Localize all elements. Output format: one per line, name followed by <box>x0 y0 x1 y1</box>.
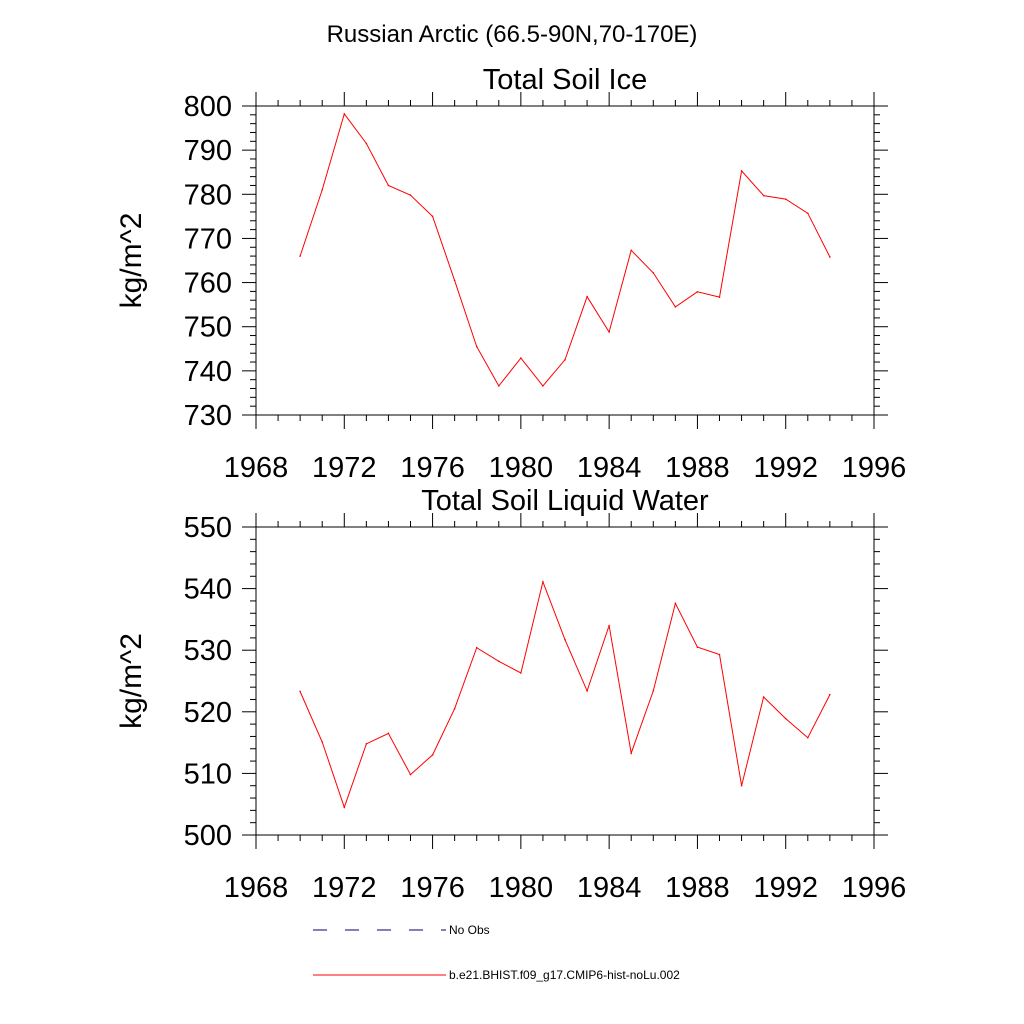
chart-1-data-point <box>564 359 566 361</box>
chart-1-data-point <box>453 279 456 282</box>
chart-2-data-point <box>409 773 412 776</box>
chart-1-xtick-label: 1984 <box>577 452 642 484</box>
chart-1-data-point <box>674 306 677 308</box>
legend-label-2: b.e21.BHIST.f09_g17.CMIP6-hist-noLu.002 <box>449 968 680 982</box>
chart-2-data-point <box>696 646 699 648</box>
chart-1-data-point <box>431 215 434 218</box>
chart-1-data-point <box>806 212 809 215</box>
chart-2-data-point <box>784 717 787 720</box>
chart-1-data-point <box>608 331 610 333</box>
chart-2-data-point <box>497 660 500 663</box>
chart-2-data-point <box>343 806 346 809</box>
chart-2-data-point <box>365 743 368 745</box>
chart-1-xtick-label: 1976 <box>400 452 465 484</box>
chart-1-xtick-label: 1968 <box>224 452 289 484</box>
chart-1-data-point <box>321 189 324 191</box>
chart-2-xtick-label: 1980 <box>489 872 554 904</box>
chart-2-data-point <box>453 707 456 710</box>
chart-2-data-point <box>718 653 721 656</box>
chart-1-series-line-1 <box>299 112 831 387</box>
chart-2-ytick-label: 550 <box>184 512 232 544</box>
chart-2-data-point <box>806 736 809 739</box>
chart-2-ylabel: kg/m^2 <box>115 633 148 729</box>
chart-1-data-point <box>343 113 346 115</box>
chart-2-data-point <box>608 624 610 627</box>
chart-1-data-point <box>299 255 301 257</box>
chart-2-data-point <box>431 754 434 756</box>
chart-1-ytick-label: 790 <box>184 135 232 167</box>
chart-2-xtick-label: 1976 <box>400 872 465 904</box>
legend: No Obs b.e21.BHIST.f09_g17.CMIP6-hist-noL… <box>313 923 680 982</box>
chart-1-xtick-label: 1996 <box>842 452 907 484</box>
chart-2-xtick-label: 1992 <box>753 872 818 904</box>
chart-1-data-point <box>740 170 743 172</box>
chart-1-data-point <box>387 184 390 187</box>
chart-2: Total Soil Liquid Water kg/m^2 1968 1972 197… <box>115 485 906 904</box>
chart-2-frame <box>255 526 875 836</box>
chart-1-data-point <box>586 295 588 298</box>
chart-2-data-point <box>542 581 544 583</box>
chart-1-xtick-label: 1992 <box>753 452 818 484</box>
chart-1-ytick-label: 740 <box>184 356 232 388</box>
charts: Total Soil Ice kg/m^2 1968 1972 1976 1980 1984… <box>115 64 906 904</box>
chart-2-ytick-label: 500 <box>184 820 232 852</box>
chart-2-data-point <box>586 690 588 692</box>
chart-2-data-point <box>564 638 566 641</box>
chart-1-data-point <box>630 249 633 252</box>
chart-2-xtick-label: 1968 <box>224 872 289 904</box>
chart-2-data-point <box>762 696 765 698</box>
chart-2-xtick-label: 1988 <box>665 872 730 904</box>
chart-1-ytick-label: 750 <box>184 312 232 344</box>
chart-2-data-point <box>387 732 390 735</box>
chart-2-title: Total Soil Liquid Water <box>421 485 709 517</box>
chart-1-data-point <box>497 385 500 387</box>
chart-2-data-point <box>299 690 301 693</box>
chart-1-ytick-label: 770 <box>184 223 232 255</box>
chart-1: Total Soil Ice kg/m^2 1968 1972 1976 1980 1984… <box>115 64 906 484</box>
chart-2-data-point <box>321 741 324 743</box>
chart-2-data-point <box>475 646 478 649</box>
chart-1-frame <box>255 105 875 416</box>
chart-1-ytick-label: 800 <box>184 91 232 123</box>
chart-2-data-point <box>674 602 677 605</box>
chart-1-data-point <box>409 194 412 196</box>
chart-1-xtick-label: 1988 <box>665 452 730 484</box>
chart-1-data-point <box>762 194 765 197</box>
chart-2-xtick-label: 1984 <box>577 872 642 904</box>
chart-1-ylabel: kg/m^2 <box>115 213 148 309</box>
chart-2-data-point <box>829 693 831 696</box>
chart-1-data-point <box>475 345 478 348</box>
chart-1-data-point <box>784 198 787 200</box>
chart-1-xtick-label: 1972 <box>312 452 377 484</box>
chart-2-ytick-label: 530 <box>184 635 232 667</box>
chart-2-series-line-1 <box>299 580 831 809</box>
chart-2-data-point <box>520 672 522 674</box>
chart-1-title: Total Soil Ice <box>483 64 647 96</box>
chart-2-data-point <box>740 784 743 787</box>
chart-1-data-point <box>652 272 655 274</box>
chart-2-xtick-label: 1972 <box>312 872 377 904</box>
chart-1-data-point <box>542 385 544 387</box>
chart-2-data-point <box>630 752 633 754</box>
chart-1-data-point <box>365 142 368 145</box>
chart-1-data-point <box>696 291 699 293</box>
chart-2-xtick-label: 1996 <box>842 872 907 904</box>
chart-1-data-point <box>520 357 522 359</box>
legend-label-1: No Obs <box>449 923 490 937</box>
chart-1-ytick-label: 730 <box>184 400 232 432</box>
chart-2-data-point <box>652 690 655 692</box>
chart-1-ytick-label: 780 <box>184 179 232 211</box>
chart-1-ytick-label: 760 <box>184 268 232 300</box>
chart-2-ytick-label: 510 <box>184 758 232 790</box>
chart-2-ytick-label: 540 <box>184 574 232 606</box>
figure-title: Russian Arctic (66.5-90N,70-170E) <box>327 21 698 48</box>
chart-1-data-point <box>829 256 831 258</box>
chart-2-ytick-label: 520 <box>184 697 232 729</box>
chart-1-xtick-label: 1980 <box>489 452 554 484</box>
chart-1-data-point <box>718 296 721 298</box>
